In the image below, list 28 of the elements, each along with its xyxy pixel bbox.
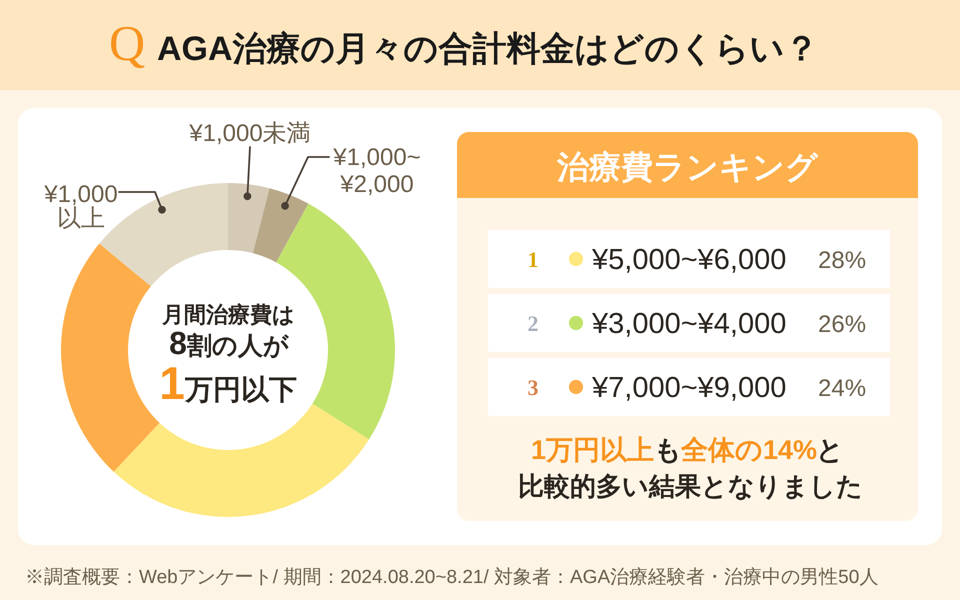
text: 1 bbox=[528, 247, 538, 272]
donut-slice bbox=[228, 183, 270, 254]
text: Q bbox=[109, 15, 146, 71]
text: 1万円以上 bbox=[530, 435, 654, 465]
data-label: 28% bbox=[818, 247, 866, 274]
data-label: 26% bbox=[818, 311, 866, 338]
slice-label: ¥1,000~ ¥2,000 bbox=[332, 144, 421, 198]
slice-label: ¥1,000 以上 bbox=[43, 181, 118, 232]
text: と bbox=[816, 435, 844, 465]
chart-title: AGA治療の月々の合計料金はどのくらい？ bbox=[157, 30, 819, 68]
legend-label: ¥5,000~¥6,000 bbox=[591, 244, 786, 276]
data-label: 24% bbox=[818, 375, 866, 402]
text: 割の人が bbox=[186, 332, 289, 360]
text: 月間治療費は bbox=[161, 302, 295, 327]
legend-label: ¥7,000~¥9,000 bbox=[591, 372, 786, 404]
donut-slice bbox=[61, 244, 160, 472]
text: 比較的多い結果となりました bbox=[518, 471, 863, 501]
text: ※調査概要：Webアンケート/ 期間：2024.08.20~8.21/ 対象者：AGA治療経験者・治療中の男性50人 bbox=[25, 566, 878, 588]
legend-label: ¥3,000~¥4,000 bbox=[591, 308, 786, 340]
text: も bbox=[654, 435, 682, 465]
text: 全体の14% bbox=[680, 435, 818, 465]
text: 2 bbox=[528, 311, 538, 336]
donut-slice bbox=[252, 188, 308, 262]
legend-title: 治療費ランキング bbox=[556, 149, 819, 185]
donut-slice bbox=[114, 404, 370, 517]
text: 万円以下 bbox=[184, 374, 297, 405]
text: 3 bbox=[528, 375, 538, 400]
slice-label: ¥1,000未満 bbox=[188, 120, 311, 147]
